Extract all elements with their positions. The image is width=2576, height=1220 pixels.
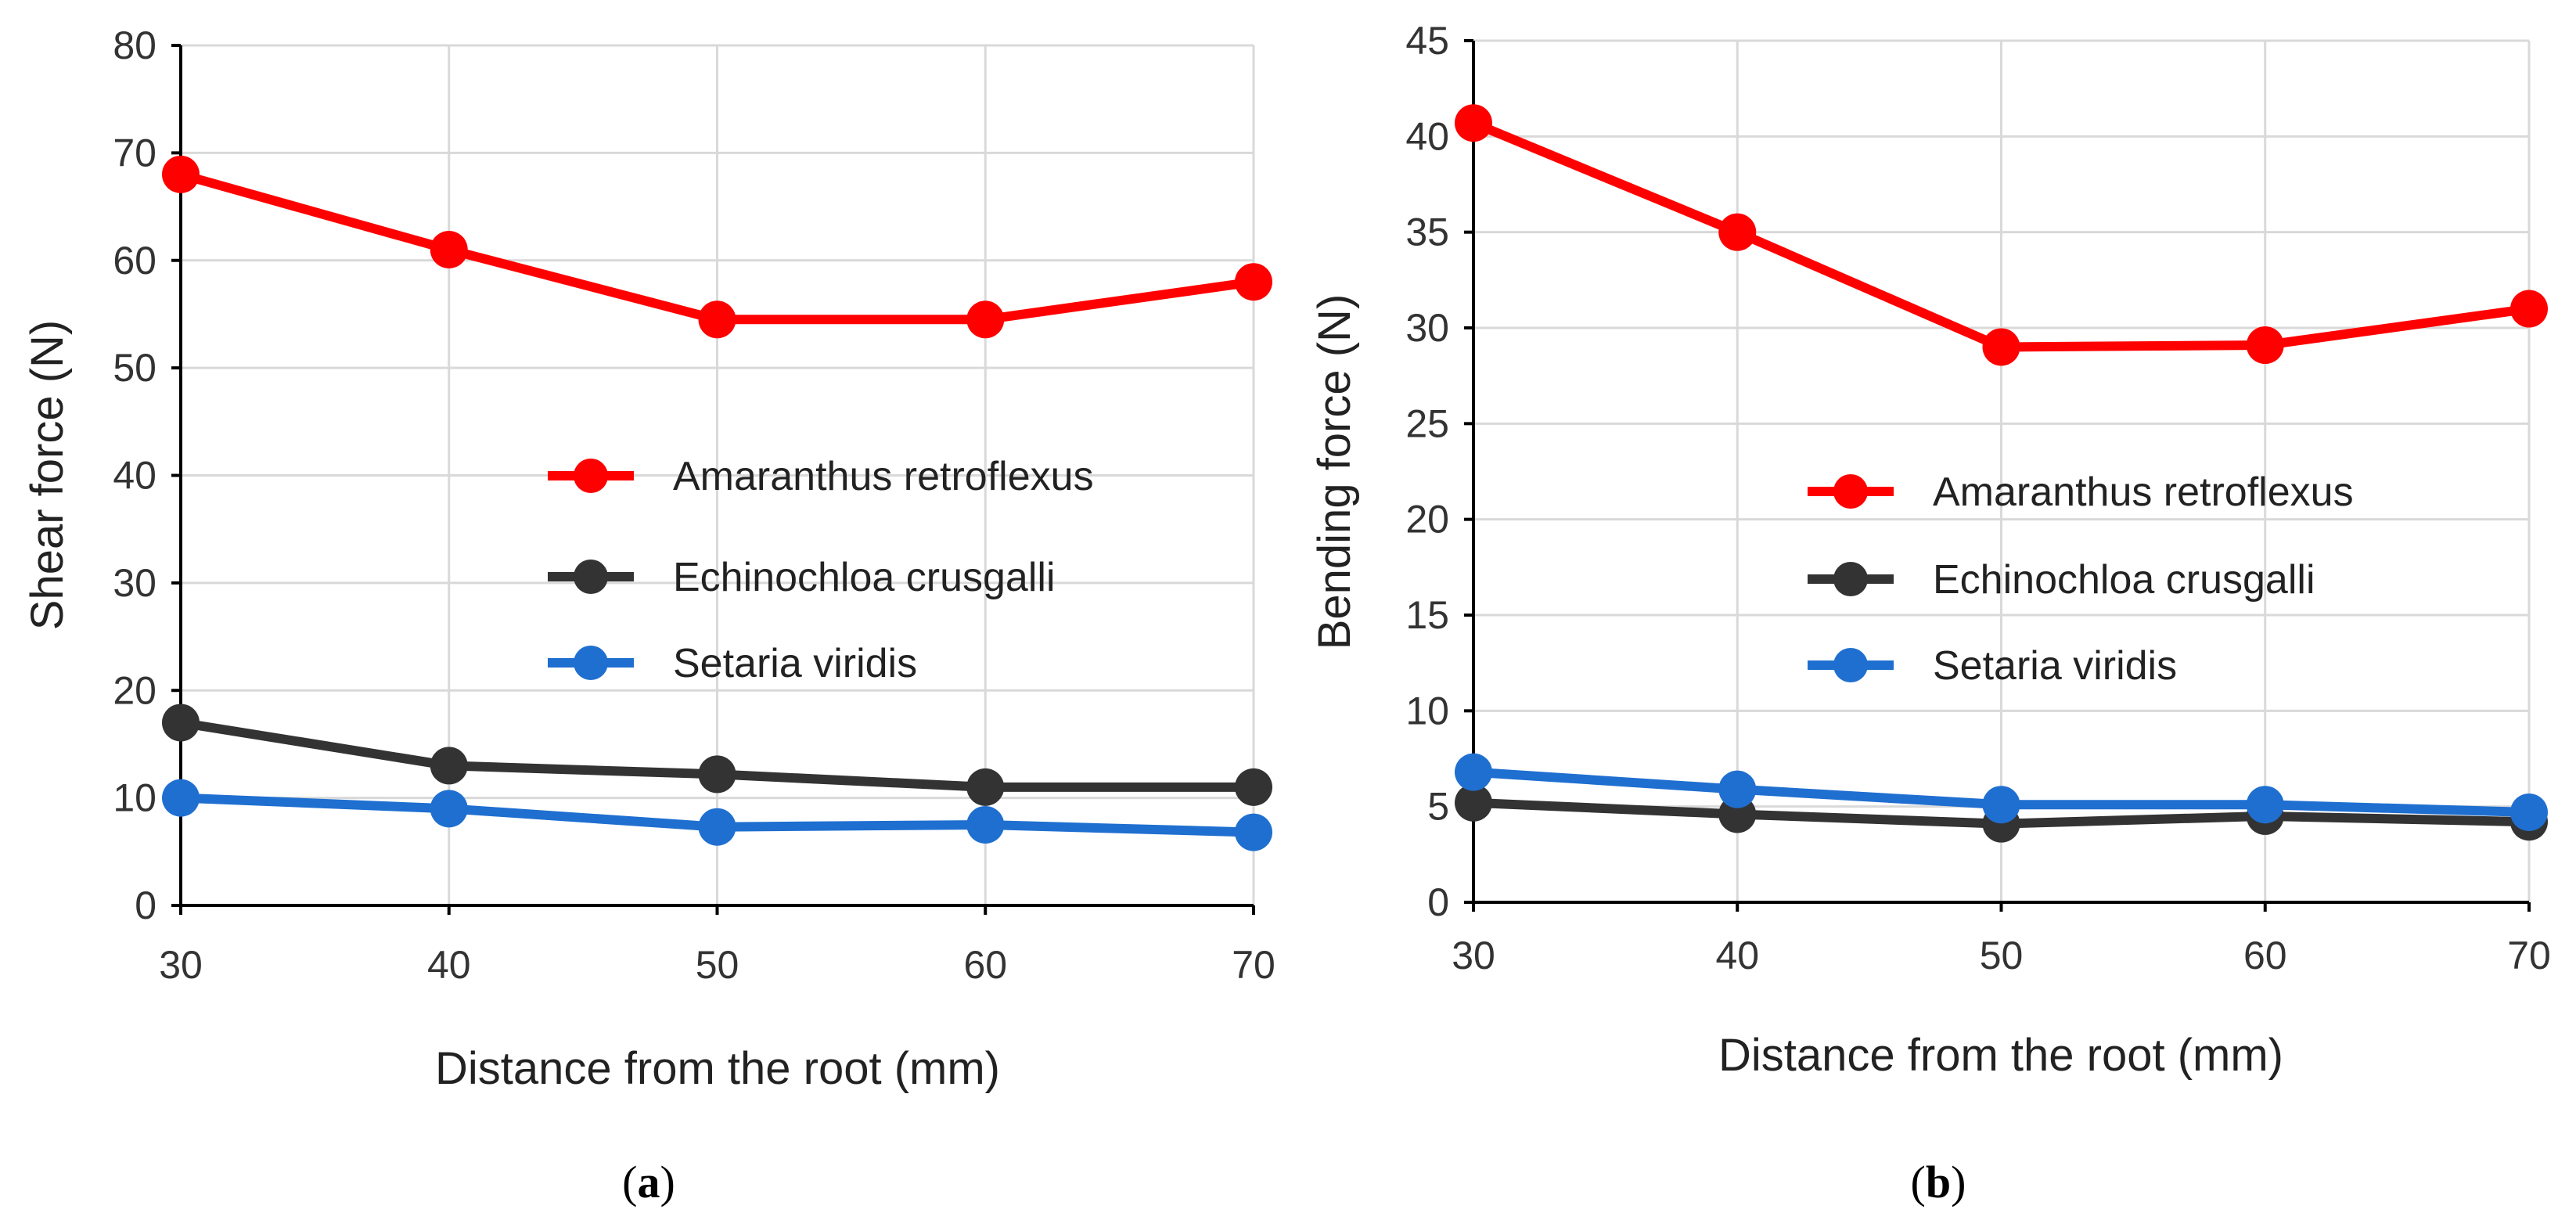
y-tick-label: 80 bbox=[113, 23, 157, 67]
data-point bbox=[162, 704, 200, 742]
y-tick-label: 20 bbox=[113, 668, 157, 712]
caption-open: ( bbox=[622, 1157, 637, 1207]
chart-a: 0 10 20 30 40 50 60 70 80 30 40 50 60 70 Distance from… bbox=[22, 23, 1275, 1207]
y-tick-label: 10 bbox=[1405, 689, 1449, 732]
data-point bbox=[2246, 326, 2284, 365]
y-axis-title: Shear force (N) bbox=[22, 320, 73, 630]
data-point bbox=[1235, 768, 1272, 806]
data-point bbox=[698, 755, 736, 794]
legend-label: Setaria viridis bbox=[1933, 643, 2177, 689]
data-point bbox=[1455, 783, 1492, 822]
x-tick-label: 60 bbox=[963, 943, 1007, 987]
chart-b: 0 5 10 15 20 25 30 35 40 45 30 40 50 60 70 Distance fro… bbox=[1309, 19, 2551, 1207]
x-tick-label: 40 bbox=[427, 943, 471, 987]
data-point bbox=[1982, 328, 2020, 366]
x-tick-label: 50 bbox=[1980, 934, 2024, 977]
data-point bbox=[162, 779, 200, 817]
y-axis-title: Bending force (N) bbox=[1309, 294, 1360, 650]
x-axis-title: Distance from the root (mm) bbox=[1718, 1030, 2283, 1081]
legend-label: Amaranthus retroflexus bbox=[673, 454, 1094, 499]
data-point bbox=[430, 231, 468, 269]
x-tick-label: 60 bbox=[2243, 934, 2287, 977]
y-tick-label: 15 bbox=[1405, 593, 1449, 637]
data-point bbox=[698, 301, 736, 339]
data-point bbox=[1718, 770, 1757, 808]
x-tick-label: 40 bbox=[1715, 934, 1759, 977]
y-tick-label: 30 bbox=[1405, 306, 1449, 350]
figure-caption: (a) bbox=[622, 1157, 675, 1207]
y-tick-label: 20 bbox=[1405, 498, 1449, 542]
y-tick-label: 0 bbox=[1427, 880, 1449, 924]
data-point bbox=[966, 768, 1005, 806]
data-point bbox=[2510, 794, 2548, 832]
caption-close: ) bbox=[660, 1157, 675, 1207]
y-tick-label: 10 bbox=[113, 776, 157, 820]
caption-open: ( bbox=[1911, 1157, 1926, 1207]
y-tick-label: 30 bbox=[113, 561, 157, 605]
legend-marker bbox=[574, 560, 608, 594]
y-tick-label: 60 bbox=[113, 239, 157, 283]
figure-caption: (b) bbox=[1911, 1157, 1966, 1207]
legend-label: Setaria viridis bbox=[673, 641, 917, 686]
data-point bbox=[1718, 213, 1757, 251]
x-tick-label: 70 bbox=[2507, 934, 2551, 977]
data-point bbox=[430, 747, 468, 785]
data-point bbox=[430, 790, 468, 828]
legend-marker bbox=[1833, 648, 1868, 682]
legend-marker bbox=[1833, 562, 1868, 596]
data-point bbox=[1455, 104, 1492, 142]
legend-marker bbox=[574, 646, 608, 680]
y-tick-label: 70 bbox=[113, 131, 157, 175]
data-point bbox=[966, 301, 1005, 339]
caption-close: ) bbox=[1951, 1157, 1966, 1207]
legend-label: Echinochloa crusgalli bbox=[673, 555, 1056, 600]
y-tick-label: 25 bbox=[1405, 401, 1449, 445]
legend-marker bbox=[1833, 474, 1868, 509]
y-tick-label: 0 bbox=[135, 884, 157, 927]
legend-label: Amaranthus retroflexus bbox=[1933, 470, 2354, 515]
data-point bbox=[2510, 290, 2548, 328]
y-tick-label: 35 bbox=[1405, 211, 1449, 254]
y-tick-label: 45 bbox=[1405, 19, 1449, 63]
x-tick-label: 50 bbox=[696, 943, 739, 987]
caption-letter: a bbox=[638, 1157, 660, 1207]
data-point bbox=[162, 155, 200, 193]
x-axis-title: Distance from the root (mm) bbox=[435, 1043, 1000, 1094]
x-tick-label: 30 bbox=[1452, 934, 1495, 977]
y-tick-label: 50 bbox=[113, 346, 157, 390]
y-tick-label: 5 bbox=[1427, 785, 1449, 829]
y-tick-label: 40 bbox=[1405, 114, 1449, 158]
data-point bbox=[1235, 813, 1272, 851]
data-point bbox=[2246, 786, 2284, 824]
legend-marker bbox=[574, 459, 608, 493]
x-tick-label: 70 bbox=[1232, 943, 1275, 987]
data-point bbox=[1455, 753, 1492, 791]
data-point bbox=[1982, 786, 2020, 824]
data-point bbox=[966, 805, 1005, 844]
data-point bbox=[698, 808, 736, 846]
x-tick-label: 30 bbox=[159, 943, 203, 987]
data-point bbox=[1235, 263, 1272, 301]
y-tick-label: 40 bbox=[113, 454, 157, 498]
legend-label: Echinochloa crusgalli bbox=[1933, 557, 2315, 603]
caption-letter: b bbox=[1926, 1157, 1951, 1207]
